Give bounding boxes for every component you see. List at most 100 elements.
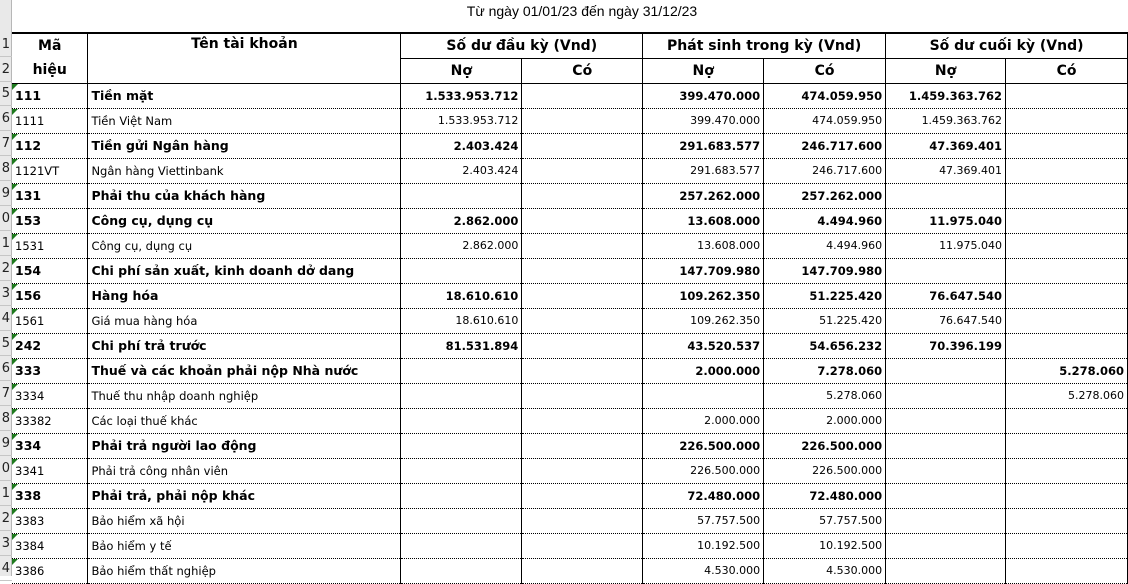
cell-account-name[interactable]: Chi phí trả trước xyxy=(87,333,402,359)
cell-opening-credit[interactable] xyxy=(521,208,644,234)
cell-movement-credit[interactable]: 4.530.000 xyxy=(763,558,887,584)
cell-closing-debit[interactable] xyxy=(885,433,1007,459)
header-opening-credit[interactable]: Có xyxy=(521,58,644,84)
cell-closing-debit[interactable] xyxy=(885,508,1007,534)
cell-account-name[interactable]: Giá mua hàng hóa xyxy=(87,308,402,334)
cell-movement-debit[interactable]: 109.262.350 xyxy=(642,308,765,334)
cell-opening-credit[interactable] xyxy=(521,283,644,309)
cell-closing-debit[interactable]: 70.396.199 xyxy=(885,333,1007,359)
cell-closing-credit[interactable] xyxy=(1005,183,1128,209)
cell-account-code[interactable]: 1561 xyxy=(12,308,89,334)
cell-closing-credit[interactable] xyxy=(1005,308,1128,334)
cell-account-code[interactable]: 112 xyxy=(12,133,89,159)
cell-closing-debit[interactable]: 1.459.363.762 xyxy=(885,108,1007,134)
cell-account-name[interactable]: Phải thu của khách hàng xyxy=(87,183,402,209)
header-closing-balance[interactable]: Số dư cuối kỳ (Vnd) xyxy=(885,33,1128,59)
cell-opening-credit[interactable] xyxy=(521,158,644,184)
cell-closing-credit[interactable] xyxy=(1005,258,1128,284)
cell-opening-credit[interactable] xyxy=(521,108,644,134)
cell-movement-debit[interactable]: 13.608.000 xyxy=(642,208,765,234)
cell-opening-credit[interactable] xyxy=(521,433,644,459)
cell-account-code[interactable]: 1111 xyxy=(12,108,89,134)
cell-closing-debit[interactable] xyxy=(885,383,1007,409)
cell-movement-debit[interactable]: 10.192.500 xyxy=(642,533,765,559)
header-account-name[interactable]: Tên tài khoản xyxy=(87,33,402,58)
header-opening-debit[interactable]: Nợ xyxy=(400,58,523,84)
cell-movement-debit[interactable]: 147.709.980 xyxy=(642,258,765,284)
cell-account-code[interactable]: 3384 xyxy=(12,533,89,559)
cell-opening-credit[interactable] xyxy=(521,258,644,284)
cell-closing-credit[interactable] xyxy=(1005,158,1128,184)
cell-account-name[interactable]: Tiền gửi Ngân hàng xyxy=(87,133,402,159)
cell-opening-credit[interactable] xyxy=(521,558,644,584)
cell-closing-debit[interactable]: 11.975.040 xyxy=(885,208,1007,234)
cell-account-code[interactable]: 1531 xyxy=(12,233,89,259)
cell-opening-debit[interactable]: 1.533.953.712 xyxy=(400,83,523,109)
cell-movement-credit[interactable]: 226.500.000 xyxy=(763,433,887,459)
row-header[interactable]: 4 xyxy=(0,556,12,581)
row-header[interactable]: 7 xyxy=(0,131,12,156)
header-closing-debit[interactable]: Nợ xyxy=(885,58,1007,84)
cell-opening-debit[interactable] xyxy=(400,558,523,584)
row-header[interactable]: 1 xyxy=(0,32,12,57)
cell-closing-debit[interactable] xyxy=(885,183,1007,209)
cell-account-name[interactable]: Phải trả người lao động xyxy=(87,433,402,459)
cell-account-code[interactable]: 156 xyxy=(12,283,89,309)
cell-opening-debit[interactable]: 2.862.000 xyxy=(400,208,523,234)
cell-account-code[interactable]: 3341 xyxy=(12,458,89,484)
row-header[interactable]: 0 xyxy=(0,206,12,231)
cell-opening-debit[interactable]: 1.533.953.712 xyxy=(400,108,523,134)
cell-opening-credit[interactable] xyxy=(521,483,644,509)
cell-closing-credit[interactable] xyxy=(1005,458,1128,484)
cell-account-name[interactable]: Công cụ, dụng cụ xyxy=(87,208,402,234)
cell-movement-credit[interactable]: 246.717.600 xyxy=(763,158,887,184)
cell-movement-debit[interactable]: 399.470.000 xyxy=(642,83,765,109)
cell-movement-debit[interactable]: 57.757.500 xyxy=(642,508,765,534)
row-header[interactable]: 9 xyxy=(0,181,12,206)
header-movement-debit[interactable]: Nợ xyxy=(642,58,765,84)
cell-closing-credit[interactable] xyxy=(1005,133,1128,159)
cell-movement-debit[interactable]: 13.608.000 xyxy=(642,233,765,259)
row-header[interactable]: 0 xyxy=(0,456,12,481)
cell-closing-credit[interactable] xyxy=(1005,433,1128,459)
cell-opening-debit[interactable] xyxy=(400,358,523,384)
cell-account-name[interactable]: Hàng hóa xyxy=(87,283,402,309)
cell-opening-credit[interactable] xyxy=(521,183,644,209)
header-code[interactable]: Mã xyxy=(12,33,89,58)
cell-movement-credit[interactable]: 7.278.060 xyxy=(763,358,887,384)
cell-movement-debit[interactable]: 2.000.000 xyxy=(642,408,765,434)
row-header[interactable]: 8 xyxy=(0,156,12,181)
cell-closing-debit[interactable] xyxy=(885,408,1007,434)
cell-account-name[interactable]: Các loại thuế khác xyxy=(87,408,402,434)
cell-opening-debit[interactable] xyxy=(400,183,523,209)
cell-movement-credit[interactable]: 2.000.000 xyxy=(763,408,887,434)
cell-account-code[interactable]: 111 xyxy=(12,83,89,109)
cell-opening-debit[interactable]: 2.862.000 xyxy=(400,233,523,259)
cell-closing-credit[interactable] xyxy=(1005,558,1128,584)
cell-account-code[interactable]: 334 xyxy=(12,433,89,459)
row-header[interactable]: 5 xyxy=(0,331,12,356)
cell-movement-debit[interactable]: 72.480.000 xyxy=(642,483,765,509)
cell-opening-debit[interactable] xyxy=(400,258,523,284)
cell-opening-credit[interactable] xyxy=(521,533,644,559)
cell-movement-credit[interactable]: 51.225.420 xyxy=(763,308,887,334)
cell-account-code[interactable]: 338 xyxy=(12,483,89,509)
header-name-cont[interactable] xyxy=(87,58,402,84)
header-closing-credit[interactable]: Có xyxy=(1005,58,1128,84)
cell-movement-credit[interactable]: 4.494.960 xyxy=(763,208,887,234)
cell-account-name[interactable]: Phải trả công nhân viên xyxy=(87,458,402,484)
cell-movement-credit[interactable]: 54.656.232 xyxy=(763,333,887,359)
header-movement[interactable]: Phát sinh trong kỳ (Vnd) xyxy=(642,33,887,59)
cell-movement-credit[interactable]: 147.709.980 xyxy=(763,258,887,284)
cell-account-name[interactable]: Thuế và các khoản phải nộp Nhà nước xyxy=(87,358,402,384)
cell-opening-credit[interactable] xyxy=(521,508,644,534)
cell-movement-debit[interactable]: 2.000.000 xyxy=(642,358,765,384)
row-header[interactable]: 1 xyxy=(0,231,12,256)
cell-movement-debit[interactable]: 257.262.000 xyxy=(642,183,765,209)
cell-account-code[interactable]: 153 xyxy=(12,208,89,234)
cell-opening-credit[interactable] xyxy=(521,358,644,384)
cell-movement-debit[interactable]: 226.500.000 xyxy=(642,458,765,484)
cell-movement-credit[interactable]: 4.494.960 xyxy=(763,233,887,259)
cell-movement-debit[interactable] xyxy=(642,383,765,409)
cell-account-name[interactable]: Bảo hiểm y tế xyxy=(87,533,402,559)
